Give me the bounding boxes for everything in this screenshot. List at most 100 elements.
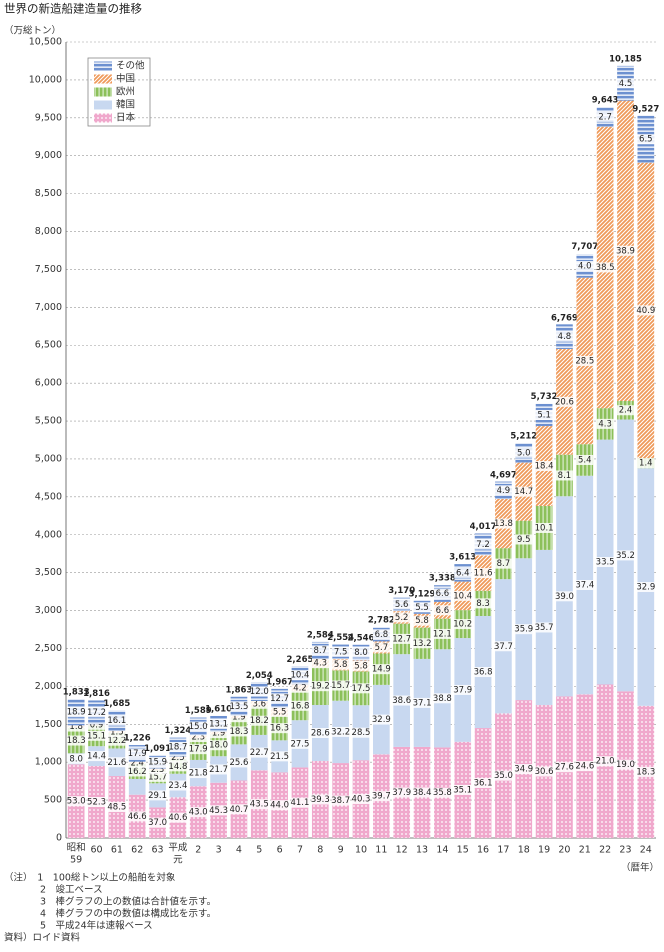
x-tick-label: 24 [640, 845, 652, 856]
segment-label-bg [108, 715, 126, 726]
segment-label-bg [637, 134, 655, 145]
x-tick-label: 6 [277, 845, 283, 856]
segment-label-bg [210, 805, 228, 816]
segment-label: 8.1 [558, 471, 572, 481]
y-tick-label: 10,500 [29, 37, 62, 48]
segment-label-bg [169, 742, 187, 753]
segment-label: 2.3 [151, 765, 165, 775]
y-tick-label: 3,500 [35, 567, 62, 578]
segment-label: 18.3 [67, 736, 86, 746]
total-label: 4,017 [470, 522, 497, 532]
segment-label-bg [596, 262, 614, 273]
segment-label: 43.5 [250, 800, 269, 810]
segment-label-bg [67, 721, 85, 732]
y-tick-label: 5,500 [35, 416, 62, 427]
x-tick-label: 20 [558, 845, 570, 856]
segment-label-bg [271, 693, 289, 704]
segment-label-bg [555, 762, 573, 773]
segment-label: 17.2 [87, 708, 106, 718]
segment-label-bg [271, 800, 289, 811]
x-tick-label: 22 [599, 845, 611, 856]
segment-label: 18.2 [250, 716, 269, 726]
segment-label: 12.2 [107, 736, 126, 746]
segment-label-bg [271, 706, 289, 717]
segment-label-bg [128, 748, 146, 759]
segment-label-bg [230, 701, 248, 712]
segment-label: 36.8 [474, 668, 493, 678]
note: 2 竣工ベース [40, 884, 103, 896]
segment-label: 21.5 [270, 752, 289, 762]
segment-label-bg [372, 664, 390, 675]
segment-label-bg [332, 680, 350, 691]
segment-label: 35.8 [433, 788, 452, 798]
segment-label: 40.7 [229, 805, 248, 815]
segment-label-bg [494, 641, 512, 652]
segment-label: 38.7 [331, 796, 350, 806]
segment-label: 18.3 [636, 767, 655, 777]
y-tick-label: 5,000 [35, 453, 62, 464]
segment-label: 8.3 [476, 599, 490, 609]
segment-label-bg [372, 791, 390, 802]
segment-label: 44.0 [270, 801, 289, 811]
note: （注） 1 100総トン以上の船舶を対象 [4, 872, 176, 884]
segment-label-bg [596, 557, 614, 568]
segment-label: 14.9 [372, 665, 391, 675]
segment-label-bg [474, 568, 492, 579]
segment-label-bg [250, 686, 268, 697]
segment-label: 12.7 [392, 634, 411, 644]
segment-label: 39.0 [555, 592, 574, 602]
y-tick-label: 10,000 [29, 74, 62, 85]
segment-label: 13.1 [209, 719, 228, 729]
segment-label: 5.7 [375, 643, 389, 653]
segment-label-bg [311, 681, 329, 692]
total-label: 2,554 [327, 633, 354, 643]
segment-label: 5.5 [415, 603, 429, 613]
segment-label: 46.6 [128, 812, 147, 822]
segment-label: 15.1 [87, 731, 106, 741]
segment-label: 10.2 [453, 620, 472, 630]
segment-label: 6.6 [436, 589, 450, 599]
segment-label: 38.8 [433, 694, 452, 704]
segment-label: 6.5 [639, 135, 653, 145]
segment-label-bg [291, 700, 309, 711]
segment-label-bg [250, 698, 268, 709]
y-tick-label: 4,500 [35, 491, 62, 502]
segment-label: 24.6 [575, 762, 594, 772]
segment-label-bg [535, 766, 553, 777]
segment-label-bg [128, 766, 146, 777]
total-label: 1,863 [225, 685, 252, 695]
segment-label: 20.6 [555, 397, 574, 407]
segment-label-bg [494, 770, 512, 781]
segment-label: 17.9 [128, 749, 147, 759]
segment-label: 32.9 [372, 715, 391, 725]
segment-label: 5.8 [334, 660, 348, 670]
segment-label: 28.5 [575, 356, 594, 366]
segment-label-bg [616, 405, 634, 416]
segment-label-bg [149, 764, 167, 775]
total-label: 9,643 [592, 95, 619, 105]
segment-label-bg [352, 794, 370, 805]
segment-label-bg [210, 740, 228, 751]
x-tick-label: 5 [256, 845, 262, 856]
segment-label-bg [230, 757, 248, 768]
segment-label-bg [332, 726, 350, 737]
total-label: 1,589 [185, 706, 212, 716]
segment-label: 37.9 [392, 788, 411, 798]
segment-label-bg [149, 817, 167, 828]
segment-label: 28.6 [311, 729, 330, 739]
y-tick-label: 1,000 [35, 757, 62, 768]
total-label: 3,170 [388, 586, 415, 596]
segment-label: 4.8 [558, 332, 572, 342]
segment-label-bg [515, 486, 533, 497]
segment-label: 40.9 [636, 306, 655, 316]
segment-label-bg [67, 796, 85, 807]
segment-label: 16.1 [107, 716, 126, 726]
segment-label: 41.1 [290, 798, 309, 808]
total-label: 10,185 [609, 54, 642, 64]
y-tick-label: 6,000 [35, 378, 62, 389]
segment-label-bg [515, 534, 533, 545]
segment-label-bg [515, 447, 533, 458]
segment-label-bg [250, 799, 268, 810]
segment-label: 45.3 [209, 806, 228, 816]
x-tick-label: 62 [131, 845, 143, 856]
